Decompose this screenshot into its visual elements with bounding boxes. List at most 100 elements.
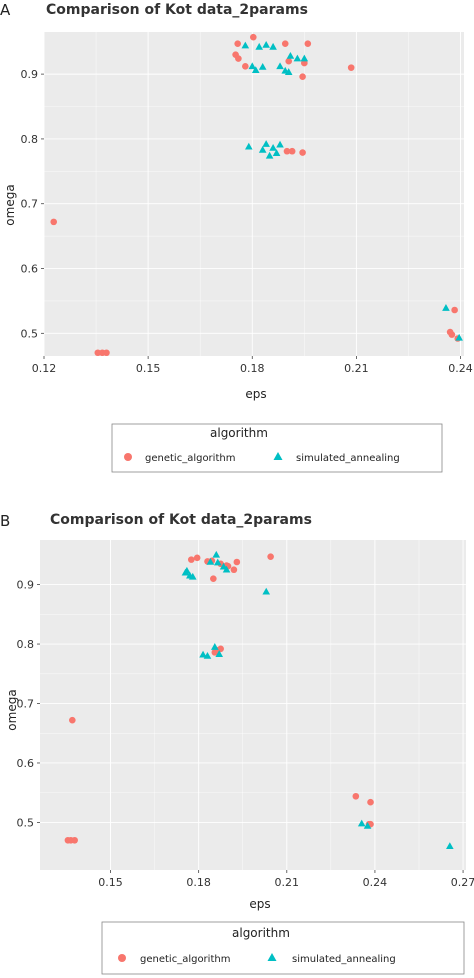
point-genetic-algorithm (281, 40, 289, 47)
legend-title-a: algorithm (210, 426, 268, 440)
y-tick-label: 0.9 (17, 579, 35, 592)
point-simulated-annealing (258, 62, 267, 70)
point-simulated-annealing (455, 333, 463, 341)
point-genetic-algorithm (193, 554, 201, 562)
point-simulated-annealing (442, 304, 450, 311)
legend-marker-genetic-algorithm-a (124, 453, 132, 461)
point-genetic-algorithm (285, 57, 293, 65)
legend-b: algorithm genetic_algorithm simulated_an… (101, 921, 465, 975)
point-genetic-algorithm (242, 63, 249, 70)
x-tick-label: 0.21 (344, 362, 369, 375)
point-simulated-annealing (357, 819, 366, 827)
point-simulated-annealing (262, 40, 270, 48)
point-genetic-algorithm (211, 649, 219, 656)
plot-area-b: 0.15 0.18 0.21 0.24 0.27 0.5 0.6 0.7 0.8 0.9 (17, 540, 474, 889)
point-simulated-annealing (199, 650, 207, 658)
x-tick-label: 0.15 (98, 876, 123, 889)
point-genetic-algorithm (347, 64, 355, 71)
legend-title-b: algorithm (232, 926, 290, 940)
point-simulated-annealing (241, 41, 250, 49)
point-simulated-annealing (363, 822, 372, 829)
chart-title-a: Comparison of Kot data_2params (46, 2, 308, 18)
point-genetic-algorithm (71, 836, 78, 844)
point-genetic-algorithm (301, 59, 308, 67)
legend-label-genetic-algorithm-b: genetic_algorithm (140, 954, 230, 965)
x-tick-label: 0.15 (136, 362, 161, 375)
point-simulated-annealing (284, 68, 293, 75)
point-genetic-algorithm (304, 40, 312, 47)
point-genetic-algorithm (94, 349, 102, 357)
x-tick-label: 0.24 (448, 362, 473, 375)
panel-label-a: A (0, 1, 11, 19)
legend-marker-simulated-annealing-b (267, 953, 277, 961)
point-simulated-annealing (215, 650, 224, 657)
legend-marker-simulated-annealing-a (273, 452, 283, 460)
point-genetic-algorithm (233, 558, 241, 566)
point-genetic-algorithm (250, 33, 257, 41)
point-genetic-algorithm (288, 147, 296, 155)
point-simulated-annealing (206, 558, 215, 565)
legend-label-simulated-annealing-a: simulated_annealing (296, 453, 400, 464)
legend-label-genetic-algorithm-a: genetic_algorithm (145, 453, 235, 464)
point-simulated-annealing (222, 565, 231, 573)
point-genetic-algorithm (210, 575, 217, 582)
point-simulated-annealing (269, 143, 277, 151)
chart-panel-a: A Comparison of Kot data_2params 0.12 0.1… (0, 1, 473, 473)
point-simulated-annealing (269, 42, 277, 50)
point-genetic-algorithm (299, 149, 306, 156)
panel-label-b: B (0, 512, 10, 530)
x-tick-label: 0.27 (451, 876, 474, 889)
point-genetic-algorithm (234, 40, 241, 47)
point-simulated-annealing (251, 66, 260, 74)
point-genetic-algorithm (299, 73, 306, 81)
chart-panel-b: B Comparison of Kot data_2params 0.15 0.1… (0, 512, 474, 975)
chart-title-b: Comparison of Kot data_2params (50, 512, 312, 528)
y-tick-label: 0.8 (17, 638, 35, 651)
point-simulated-annealing (276, 62, 284, 70)
y-tick-label: 0.8 (21, 133, 39, 146)
point-genetic-algorithm (451, 306, 458, 314)
x-axis-label-a: eps (245, 387, 266, 401)
x-axis-label-b: eps (249, 897, 270, 911)
y-tick-label: 0.6 (17, 757, 35, 770)
point-simulated-annealing (244, 142, 253, 150)
point-simulated-annealing (213, 558, 222, 566)
point-simulated-annealing (293, 54, 302, 62)
point-simulated-annealing (188, 572, 197, 580)
point-genetic-algorithm (69, 716, 76, 724)
point-genetic-algorithm (367, 798, 374, 806)
point-simulated-annealing (211, 643, 219, 650)
point-simulated-annealing (258, 145, 267, 153)
point-simulated-annealing (272, 149, 281, 156)
point-genetic-algorithm (235, 55, 242, 62)
point-simulated-annealing (262, 587, 271, 595)
point-simulated-annealing (203, 651, 212, 659)
point-genetic-algorithm (448, 331, 456, 338)
point-genetic-algorithm (352, 792, 360, 800)
point-simulated-annealing (212, 550, 221, 558)
point-simulated-annealing (255, 42, 264, 50)
legend-label-simulated-annealing-b: simulated_annealing (292, 954, 396, 965)
y-tick-label: 0.5 (17, 816, 35, 829)
point-genetic-algorithm (230, 566, 238, 574)
y-tick-label: 0.5 (21, 327, 39, 340)
point-simulated-annealing (300, 54, 309, 62)
legend-marker-genetic-algorithm-b (118, 954, 126, 962)
point-simulated-annealing (286, 51, 295, 59)
point-genetic-algorithm (283, 147, 291, 155)
point-genetic-algorithm (50, 218, 58, 226)
point-simulated-annealing (183, 566, 191, 574)
plot-background-a (44, 32, 464, 356)
y-axis-label-a: omega (3, 184, 17, 225)
y-tick-label: 0.6 (21, 263, 39, 276)
y-axis-label-b: omega (5, 689, 19, 730)
point-genetic-algorithm (188, 556, 195, 563)
y-tick-label: 0.7 (17, 698, 35, 711)
point-simulated-annealing (446, 842, 454, 850)
point-simulated-annealing (262, 140, 270, 147)
y-tick-label: 0.9 (21, 68, 39, 81)
point-genetic-algorithm (103, 349, 110, 357)
legend-box-b (101, 921, 465, 975)
x-tick-label: 0.21 (275, 876, 300, 889)
